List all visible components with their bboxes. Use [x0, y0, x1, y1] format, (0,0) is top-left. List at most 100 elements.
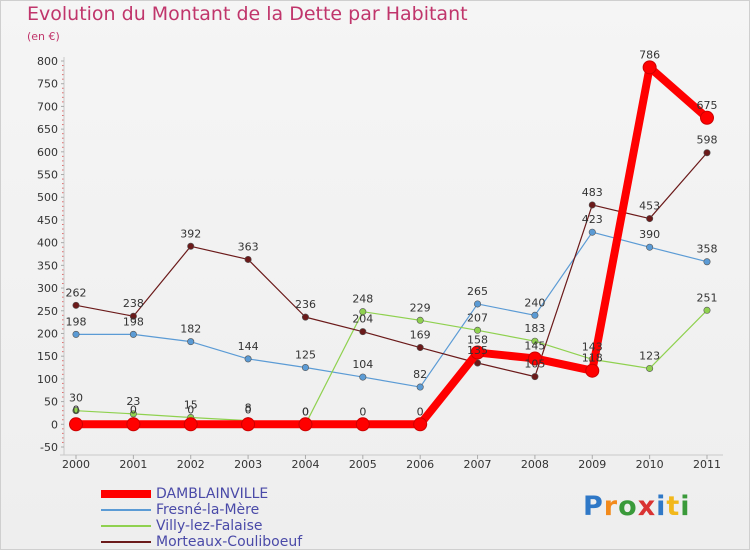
y-minor-tick — [62, 396, 64, 398]
y-minor-tick — [62, 328, 64, 330]
y-minor-tick — [62, 260, 64, 262]
series-point — [72, 330, 80, 338]
y-minor-tick — [62, 305, 64, 307]
series-point — [646, 364, 654, 372]
series-point — [416, 344, 424, 352]
series-point — [470, 345, 485, 360]
y-tick-label: 400 — [37, 237, 58, 250]
y-minor-tick — [62, 410, 64, 412]
y-minor-tick — [62, 405, 64, 407]
y-minor-tick — [62, 201, 64, 203]
y-tick-label: 550 — [37, 169, 58, 182]
series-point — [474, 359, 482, 367]
y-minor-tick — [62, 364, 64, 366]
data-label: 0 — [73, 403, 80, 416]
series-point — [244, 255, 252, 263]
series-point — [474, 326, 482, 334]
series-point — [359, 328, 367, 336]
data-label: 392 — [180, 227, 201, 240]
y-tick-label: 600 — [37, 146, 58, 159]
data-label: 158 — [467, 334, 488, 347]
series-point — [72, 301, 80, 309]
y-tick-label: 650 — [37, 123, 58, 136]
y-tick-label: -50 — [40, 441, 58, 454]
data-label: 125 — [295, 349, 316, 362]
y-minor-tick — [62, 114, 64, 116]
series-point — [413, 417, 428, 432]
y-minor-tick — [62, 164, 64, 166]
y-minor-tick — [62, 441, 64, 443]
data-label: 423 — [582, 213, 603, 226]
series-point — [531, 311, 539, 319]
series-point — [646, 243, 654, 251]
y-minor-tick — [62, 133, 64, 135]
x-tick-label: 2005 — [349, 458, 377, 471]
series-point — [183, 417, 198, 432]
x-tick-label: 2004 — [291, 458, 319, 471]
y-tick-label: 500 — [37, 191, 58, 204]
series-point — [129, 312, 137, 320]
data-label: 262 — [66, 286, 87, 299]
y-minor-tick — [62, 119, 64, 121]
y-tick-label: 100 — [37, 373, 58, 386]
series-point — [527, 351, 542, 366]
y-minor-tick — [62, 205, 64, 207]
legend-swatch — [101, 525, 151, 527]
series-point — [301, 313, 309, 321]
legend-swatch — [101, 509, 151, 511]
series-point — [531, 337, 539, 345]
data-label: 105 — [524, 358, 545, 371]
data-label: 143 — [582, 340, 603, 353]
data-label: 358 — [697, 243, 718, 256]
y-minor-tick — [62, 233, 64, 235]
series-point — [244, 355, 252, 363]
y-tick-label: 800 — [37, 55, 58, 68]
data-label: 483 — [582, 186, 603, 199]
series-point — [588, 228, 596, 236]
series-point — [359, 373, 367, 381]
series-line-2 — [75, 309, 708, 425]
data-label: 238 — [123, 297, 144, 310]
proxiti-logo: Proxiti — [583, 491, 691, 522]
series-point — [187, 242, 195, 250]
data-label: 198 — [123, 315, 144, 328]
y-minor-tick — [62, 178, 64, 180]
y-minor-tick — [62, 337, 64, 339]
y-tick-label: 350 — [37, 259, 58, 272]
series-point — [703, 258, 711, 266]
data-label: 183 — [524, 322, 545, 335]
legend-item: Fresné-la-Mère — [101, 502, 302, 518]
data-label: 265 — [467, 285, 488, 298]
y-minor-tick — [62, 183, 64, 185]
series-point — [703, 306, 711, 314]
y-minor-tick — [62, 283, 64, 285]
data-label: 0 — [245, 403, 252, 416]
y-minor-tick — [62, 369, 64, 371]
x-tick-label: 2007 — [464, 458, 492, 471]
legend-swatch — [101, 541, 151, 543]
y-minor-tick — [62, 74, 64, 76]
data-label: 236 — [295, 298, 316, 311]
x-tick-label: 2009 — [578, 458, 606, 471]
y-minor-tick — [62, 142, 64, 144]
x-tick-label: 2010 — [636, 458, 664, 471]
logo-letter: i — [680, 491, 691, 522]
legend-label: DAMBLAINVILLE — [156, 486, 269, 502]
y-minor-tick — [62, 228, 64, 230]
series-point — [72, 407, 80, 415]
y-tick-label: 750 — [37, 78, 58, 91]
logo-letter: P — [583, 491, 604, 522]
y-minor-tick — [62, 92, 64, 94]
series-line-3 — [75, 152, 708, 378]
series-point — [241, 417, 256, 432]
y-minor-tick — [62, 301, 64, 303]
y-minor-tick — [62, 237, 64, 239]
data-label: 363 — [238, 240, 259, 253]
series-point — [69, 417, 83, 432]
y-minor-tick — [62, 169, 64, 171]
y-minor-tick — [62, 323, 64, 325]
y-minor-tick — [62, 210, 64, 212]
x-tick-label: 2001 — [119, 458, 147, 471]
y-tick-label: 700 — [37, 100, 58, 113]
